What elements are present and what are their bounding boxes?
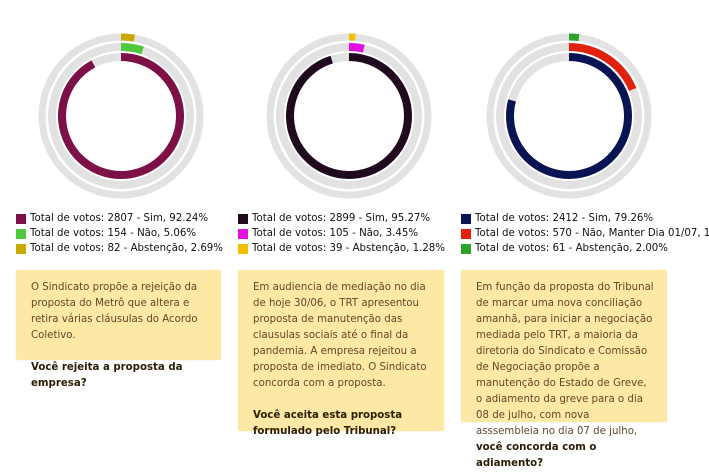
legend-label: Total de votos: 2807 - Sim, 92.24% — [30, 211, 208, 226]
legend-label: Total de votos: 154 - Não, 5.06% — [30, 226, 196, 241]
legend-label: Total de votos: 39 - Abstenção, 1.28% — [252, 241, 445, 256]
legend-2: Total de votos: 2899 - Sim, 95.27% Total… — [238, 211, 445, 256]
legend-swatch — [238, 244, 248, 254]
legend-swatch — [461, 229, 471, 239]
radial-chart-2 — [229, 0, 469, 205]
legend-swatch — [461, 214, 471, 224]
legend-label: Total de votos: 2899 - Sim, 95.27% — [252, 211, 430, 226]
proposal-question: Você aceita esta proposta formulado pelo… — [253, 410, 402, 437]
legend-swatch — [16, 244, 26, 254]
proposal-question: Você rejeita a proposta da empresa? — [31, 362, 183, 389]
proposal-text: Em função da proposta do Tribunal de mar… — [476, 282, 654, 437]
legend-label: Total de votos: 61 - Abstenção, 2.00% — [475, 241, 668, 256]
legend-item-nao: Total de votos: 570 - Não, Manter Dia 01… — [461, 226, 709, 241]
legend-item-abstencao: Total de votos: 61 - Abstenção, 2.00% — [461, 241, 709, 256]
legend-swatch — [461, 244, 471, 254]
legend-label: Total de votos: 2412 - Sim, 79.26% — [475, 211, 653, 226]
legend-label: Total de votos: 82 - Abstenção, 2.69% — [30, 241, 223, 256]
legend-label: Total de votos: 570 - Não, Manter Dia 01… — [475, 226, 709, 241]
legend-swatch — [16, 229, 26, 239]
legend-item-sim: Total de votos: 2899 - Sim, 95.27% — [238, 211, 445, 226]
legend-item-nao: Total de votos: 154 - Não, 5.06% — [16, 226, 223, 241]
ring-arc-1 — [349, 47, 364, 49]
legend-swatch — [238, 214, 248, 224]
proposal-question: você concorda com o adiamento? — [476, 442, 596, 469]
legend-item-nao: Total de votos: 105 - Não, 3.45% — [238, 226, 445, 241]
ring-arc-0 — [62, 57, 180, 175]
radial-chart-1 — [0, 0, 240, 205]
ring-arc-2 — [121, 37, 134, 38]
legend-swatch — [238, 229, 248, 239]
ring-track — [280, 47, 418, 185]
ring-arc-0 — [290, 57, 408, 175]
ring-track — [52, 47, 190, 185]
legend-item-abstencao: Total de votos: 82 - Abstenção, 2.69% — [16, 241, 223, 256]
ring-arc-2 — [569, 37, 579, 38]
radial-chart-3 — [449, 0, 689, 205]
legend-item-sim: Total de votos: 2412 - Sim, 79.26% — [461, 211, 709, 226]
legend-item-sim: Total de votos: 2807 - Sim, 92.24% — [16, 211, 223, 226]
legend-label: Total de votos: 105 - Não, 3.45% — [252, 226, 418, 241]
proposal-card-1: O Sindicato propõe a rejeição da propost… — [16, 270, 221, 360]
proposal-card-2: Em audiencia de mediação no dia de hoje … — [238, 270, 444, 431]
legend-swatch — [16, 214, 26, 224]
legend-1: Total de votos: 2807 - Sim, 92.24% Total… — [16, 211, 223, 256]
ring-arc-1 — [121, 47, 143, 50]
legend-3: Total de votos: 2412 - Sim, 79.26% Total… — [461, 211, 709, 256]
proposal-card-3: Em função da proposta do Tribunal de mar… — [461, 270, 667, 422]
legend-item-abstencao: Total de votos: 39 - Abstenção, 1.28% — [238, 241, 445, 256]
proposal-text: Em audiencia de mediação no dia de hoje … — [253, 280, 432, 392]
proposal-text: O Sindicato propõe a rejeição da propost… — [31, 280, 209, 344]
